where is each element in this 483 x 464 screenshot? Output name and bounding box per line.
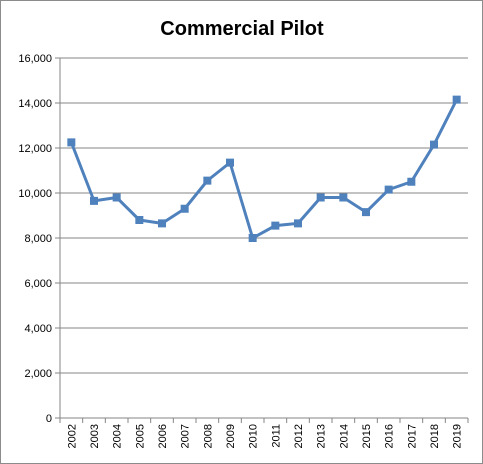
y-tick-label: 2,000 [24, 368, 52, 380]
x-tick-label: 2005 [134, 424, 146, 448]
x-tick-label: 2017 [406, 424, 418, 448]
data-point [430, 140, 438, 149]
series-group [67, 95, 461, 242]
y-tick-label: 12,000 [18, 143, 52, 155]
data-point [112, 193, 121, 202]
x-tick-label: 2008 [202, 424, 214, 448]
chart-title: Commercial Pilot [160, 18, 324, 40]
y-tick-label: 0 [46, 413, 52, 425]
data-point [294, 219, 302, 228]
x-tick-label: 2013 [316, 424, 328, 448]
x-tick-label: 2011 [270, 424, 282, 448]
data-point [203, 176, 212, 185]
x-tick-label: 2010 [248, 424, 260, 448]
y-tick-label: 14,000 [18, 98, 52, 110]
x-tick-label: 2002 [66, 424, 78, 448]
x-tick-label: 2012 [293, 424, 305, 448]
x-tick-label: 2015 [361, 424, 373, 448]
data-point [339, 193, 348, 202]
y-axis-ticks: 0 2,000 4,000 6,000 8,000 10,000 12,000 14,000 1… [18, 53, 60, 425]
data-point [384, 185, 393, 194]
y-tick-label: 6,000 [24, 278, 52, 290]
x-tick-label: 2016 [384, 424, 396, 448]
data-point [180, 204, 189, 213]
y-tick-label: 10,000 [18, 188, 52, 200]
y-tick-label: 16,000 [18, 53, 52, 65]
x-tick-label: 2014 [338, 424, 350, 448]
data-point [248, 234, 257, 242]
gridlines [60, 57, 468, 374]
data-point [158, 219, 166, 228]
data-point [316, 193, 325, 202]
data-point [407, 177, 416, 186]
data-point [226, 158, 234, 167]
x-tick-label: 2006 [157, 424, 169, 448]
x-tick-label: 2018 [429, 424, 441, 448]
data-point [135, 216, 144, 224]
series-line [69, 98, 459, 240]
data-point [271, 221, 280, 230]
x-tick-label: 2003 [89, 424, 101, 448]
x-tick-label: 2009 [225, 424, 237, 448]
y-tick-label: 4,000 [24, 323, 52, 335]
data-point [452, 95, 461, 104]
y-tick-label: 8,000 [24, 233, 52, 245]
x-tick-label: 2007 [180, 424, 192, 448]
data-point [90, 196, 98, 205]
x-tick-label: 2004 [112, 424, 124, 448]
data-point [362, 208, 370, 217]
data-point [67, 138, 76, 147]
x-tick-label: 2019 [452, 424, 464, 448]
x-axis-ticks: 2002 2003 2004 2005 2006 2007 2008 2009 2010 2011… [59, 418, 469, 448]
